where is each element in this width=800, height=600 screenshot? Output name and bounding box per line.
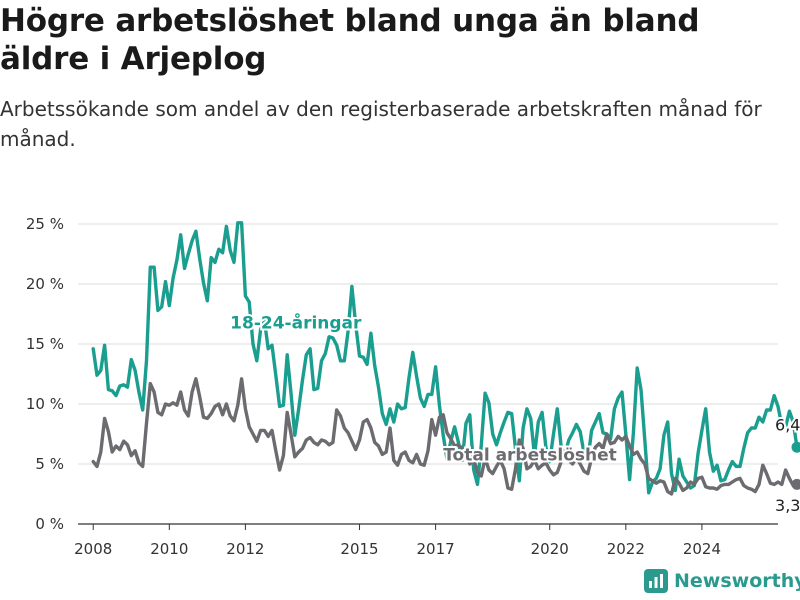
y-tick-label: 15 %	[26, 335, 64, 353]
series-label-youth: 18-24-åringar	[230, 311, 362, 333]
series-line-total	[91, 377, 799, 496]
x-tick-label: 2024	[683, 540, 721, 558]
chart-subtitle: Arbetssökande som andel av den registerb…	[0, 97, 762, 151]
chart-title: Högre arbetslöshet bland unga än bland ä…	[0, 3, 700, 77]
x-tick-label: 2010	[150, 540, 188, 558]
end-label-youth: 6,4 %	[775, 415, 800, 434]
x-tick-label: 2012	[226, 540, 264, 558]
brand-name: Newsworthy	[674, 570, 800, 592]
x-tick-label: 2017	[417, 540, 455, 558]
x-tick-label: 2008	[74, 540, 112, 558]
y-axis: 0 % 5 % 10 % 15 % 20 % 25 %	[26, 215, 64, 533]
series-line-youth	[91, 221, 799, 495]
x-axis: 2008 2010 2012 2015 2017 2020 2022 2024	[74, 524, 721, 558]
y-tick-label: 10 %	[26, 395, 64, 413]
y-tick-label: 5 %	[35, 455, 64, 473]
x-tick-label: 2022	[607, 540, 645, 558]
end-point-total	[791, 478, 800, 490]
y-tick-label: 25 %	[26, 215, 64, 233]
y-tick-label: 0 %	[35, 515, 64, 533]
bar-chart-icon	[644, 569, 668, 593]
end-label-total: 3,3 %	[775, 496, 800, 515]
series-label-total: Total arbetslöshet	[443, 445, 617, 465]
newsworthy-logo: Newsworthy	[644, 569, 800, 593]
series-lines	[91, 221, 800, 496]
series-labels: 6,4 % 18-24-åringar 3,3 % Total arbetslöshe…	[228, 309, 800, 516]
end-point-youth	[791, 441, 800, 453]
x-tick-label: 2015	[340, 540, 378, 558]
y-tick-label: 20 %	[26, 275, 64, 293]
x-tick-label: 2020	[531, 540, 569, 558]
